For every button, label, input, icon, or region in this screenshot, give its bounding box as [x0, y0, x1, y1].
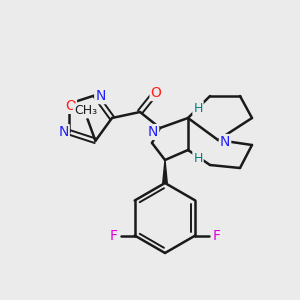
Text: O: O [65, 99, 76, 113]
Text: H: H [193, 152, 203, 164]
Polygon shape [163, 160, 167, 183]
Text: N: N [148, 125, 158, 139]
Text: F: F [110, 229, 118, 242]
Text: N: N [220, 135, 230, 149]
Text: F: F [212, 229, 220, 242]
Text: H: H [193, 101, 203, 115]
Text: O: O [151, 86, 161, 100]
Text: CH₃: CH₃ [74, 104, 97, 117]
Text: N: N [58, 125, 69, 139]
Text: N: N [95, 89, 106, 103]
